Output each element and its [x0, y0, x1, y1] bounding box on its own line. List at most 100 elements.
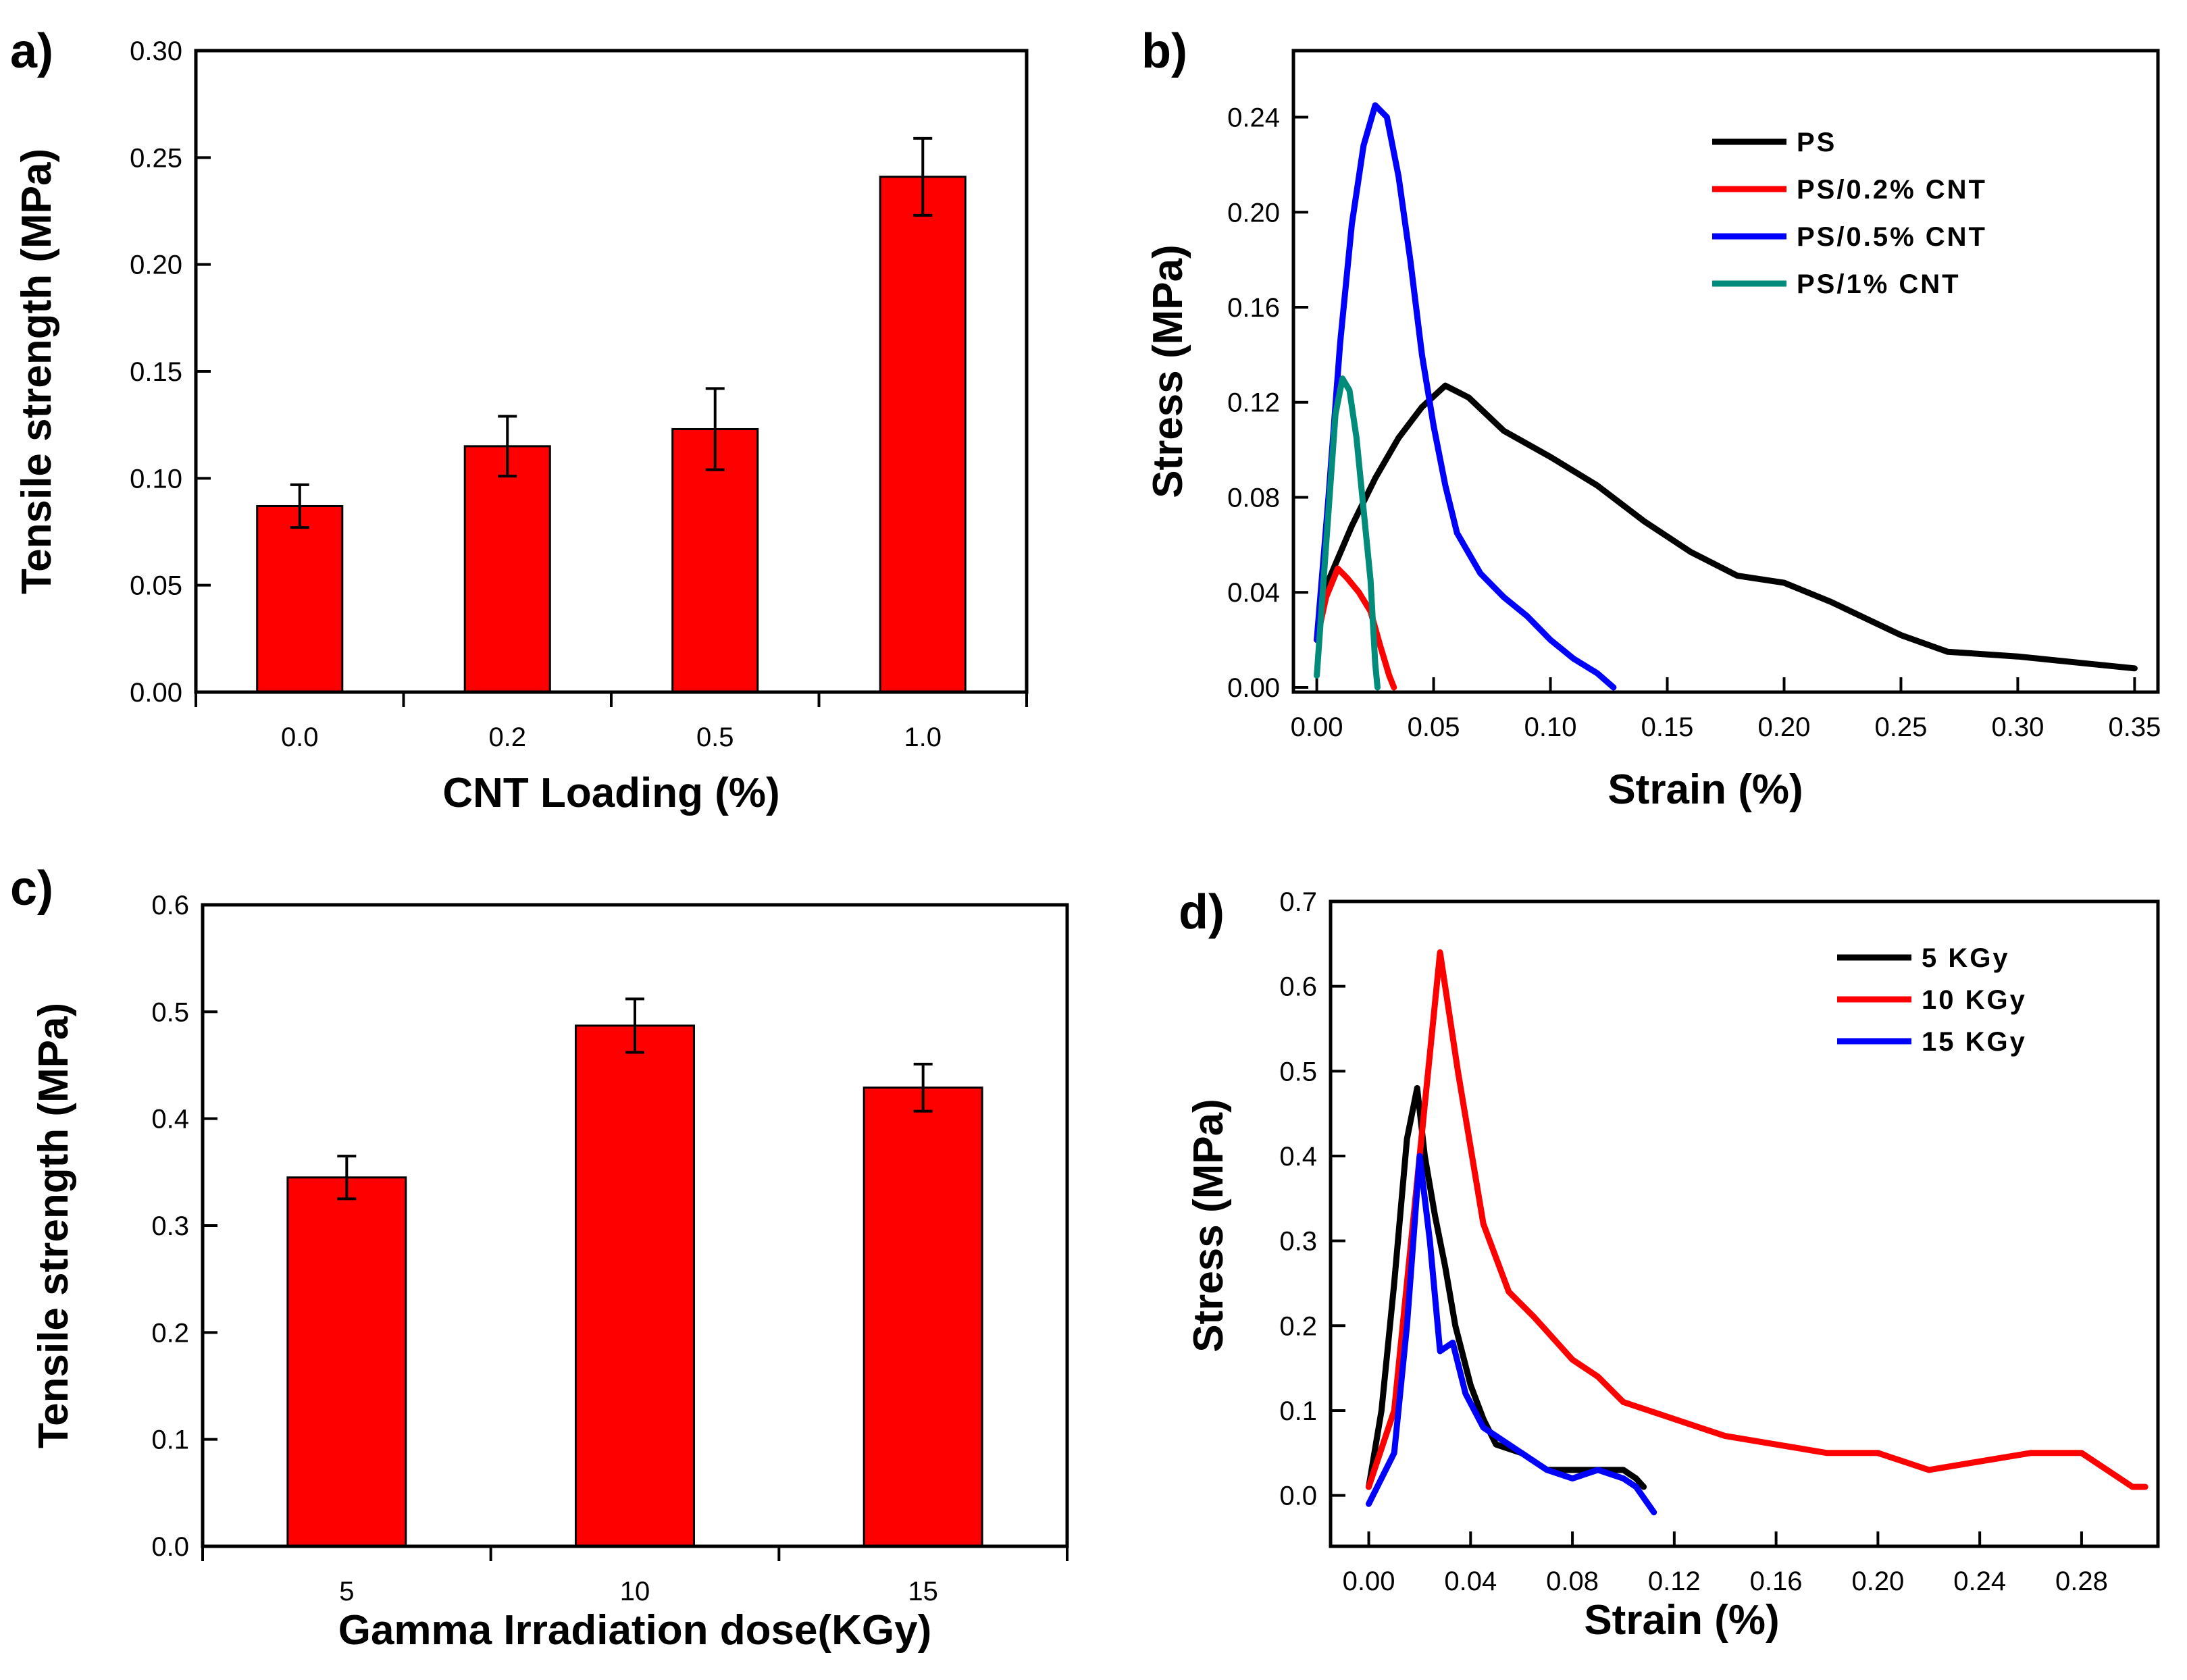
y-tick-label: 0.25 — [130, 143, 182, 173]
x-tick-label: 0.0 — [281, 723, 319, 752]
y-tick-label: 0.05 — [130, 571, 182, 601]
legend-label: PS/1% CNT — [1797, 269, 1961, 299]
panel-label: b) — [1141, 24, 1187, 78]
x-tick-label: 1.0 — [904, 723, 942, 752]
y-tick-label: 0.5 — [151, 997, 189, 1027]
panel-label: c) — [10, 862, 53, 916]
y-tick-label: 0.7 — [1279, 887, 1317, 917]
y-tick-label: 0.3 — [151, 1211, 189, 1241]
y-tick-label: 0.20 — [130, 251, 182, 280]
series-line-1 — [1314, 382, 2138, 672]
x-axis-title: CNT Loading (%) — [442, 770, 779, 816]
error-bar — [337, 1155, 357, 1201]
x-tick-label: 0.20 — [1758, 712, 1811, 742]
x-tick-label: 15 — [908, 1577, 938, 1606]
x-tick-label: 0.04 — [1444, 1567, 1497, 1596]
x-tick-label: 0.24 — [1953, 1567, 2006, 1596]
plot-frame — [201, 903, 1069, 1548]
y-tick-label: 0.10 — [130, 464, 182, 494]
bar-0.2 — [463, 445, 551, 693]
error-bar — [913, 136, 933, 217]
y-tick-label: 0.24 — [1227, 103, 1280, 133]
y-axis-title: Tensile strength (MPa) — [30, 1003, 77, 1448]
y-tick-label: 0.0 — [1279, 1481, 1317, 1511]
bars — [286, 997, 983, 1548]
panel-label: d) — [1179, 885, 1225, 939]
x-tick-label: 0.5 — [696, 723, 734, 752]
y-tick-label: 0.5 — [1279, 1057, 1317, 1086]
chart-panel-1: a) CNT Loading (%) Tensile strength (MPa) 0… — [10, 24, 1029, 816]
x-tick-label: 0.2 — [488, 723, 526, 752]
series-line-3 — [1366, 1153, 1657, 1516]
y-tick-label: 0.2 — [151, 1318, 189, 1348]
y-axis-ticks: 0.00 0.05 0.10 0.15 0.20 0.25 0.30 — [130, 36, 211, 708]
x-axis-title: Strain (%) — [1584, 1597, 1779, 1644]
plot-frame — [194, 49, 1029, 694]
x-tick-label: 0.10 — [1524, 712, 1577, 742]
bar-1.0 — [879, 176, 967, 693]
y-tick-label: 0.30 — [130, 36, 182, 66]
bars — [256, 136, 967, 693]
y-tick-label: 0.4 — [151, 1105, 189, 1134]
y-tick-label: 0.6 — [1279, 972, 1317, 1002]
y-tick-label: 0.1 — [151, 1425, 189, 1455]
y-tick-label: 0.6 — [151, 891, 189, 920]
y-tick-label: 0.00 — [130, 678, 182, 708]
series-line-2 — [1314, 565, 1397, 691]
y-tick-label: 0.08 — [1227, 483, 1280, 513]
x-axis-ticks: 5 10 15 — [201, 1546, 1069, 1606]
plot-frame — [1291, 49, 2160, 694]
x-axis-ticks: 0.00 0.05 0.10 0.15 0.20 0.25 0.30 0.35 — [1291, 677, 2161, 742]
legend-label: 15 KGy — [1922, 1027, 2027, 1057]
y-tick-label: 0.4 — [1279, 1142, 1317, 1172]
y-axis-ticks: 0.0 0.1 0.2 0.3 0.4 0.5 0.6 — [151, 891, 217, 1562]
legend-label: 5 KGy — [1922, 943, 2010, 973]
error-bar — [498, 415, 517, 478]
legend-label: PS/0.5% CNT — [1797, 222, 1987, 252]
y-axis-title: Stress (MPa) — [1185, 1099, 1232, 1353]
y-tick-label: 0.20 — [1227, 198, 1280, 228]
legend-label: PS/0.2% CNT — [1797, 175, 1987, 205]
x-tick-label: 0.28 — [2055, 1567, 2108, 1596]
bar-15 — [863, 1086, 983, 1548]
plot-frame — [1329, 899, 2160, 1548]
series-lines — [1314, 102, 2138, 691]
series-line-4 — [1314, 375, 1381, 691]
y-axis-title: Stress (MPa) — [1145, 244, 1191, 498]
y-axis-ticks: 0.0 0.1 0.2 0.3 0.4 0.5 0.6 0.7 — [1279, 887, 1345, 1511]
x-tick-label: 5 — [339, 1577, 354, 1606]
error-bar — [913, 1062, 933, 1113]
y-tick-label: 0.2 — [1279, 1311, 1317, 1341]
series-line-3 — [1314, 102, 1617, 691]
y-tick-label: 0.00 — [1227, 673, 1280, 703]
x-tick-label: 0.12 — [1648, 1567, 1701, 1596]
legend: 5 KGy 10 KGy 15 KGy — [1837, 943, 2027, 1057]
y-tick-label: 0.1 — [1279, 1396, 1317, 1426]
series-line-2 — [1366, 949, 2149, 1490]
y-tick-label: 0.15 — [130, 357, 182, 387]
chart-panel-3: c) Gamma Irradiation dose(KGy) Tensile str… — [10, 862, 1069, 1654]
x-tick-label: 0.25 — [1875, 712, 1928, 742]
x-tick-label: 0.08 — [1546, 1567, 1599, 1596]
x-tick-label: 0.05 — [1408, 712, 1460, 742]
x-tick-label: 0.20 — [1851, 1567, 1904, 1596]
error-bar — [705, 387, 725, 471]
x-tick-label: 0.00 — [1291, 712, 1343, 742]
y-axis-ticks: 0.00 0.04 0.08 0.12 0.16 0.20 0.24 — [1227, 103, 1308, 703]
x-axis-title: Gamma Irradiation dose(KGy) — [338, 1607, 932, 1654]
x-tick-label: 0.30 — [1992, 712, 2044, 742]
error-bar — [625, 997, 644, 1054]
error-bar — [290, 483, 309, 529]
y-tick-label: 0.12 — [1227, 388, 1280, 418]
bar-10 — [575, 1024, 695, 1548]
series-lines — [1366, 949, 2149, 1516]
y-tick-label: 0.3 — [1279, 1227, 1317, 1257]
legend-label: PS — [1797, 128, 1836, 157]
legend-label: 10 KGy — [1922, 985, 2027, 1015]
chart-panel-2: b) Strain (%) Stress (MPa) 0.00 0.04 0.08 0.12… — [1141, 24, 2161, 813]
x-tick-label: 0.15 — [1641, 712, 1694, 742]
x-axis-title: Strain (%) — [1607, 766, 1803, 813]
x-tick-label: 0.35 — [2108, 712, 2161, 742]
bar-5 — [286, 1176, 407, 1548]
